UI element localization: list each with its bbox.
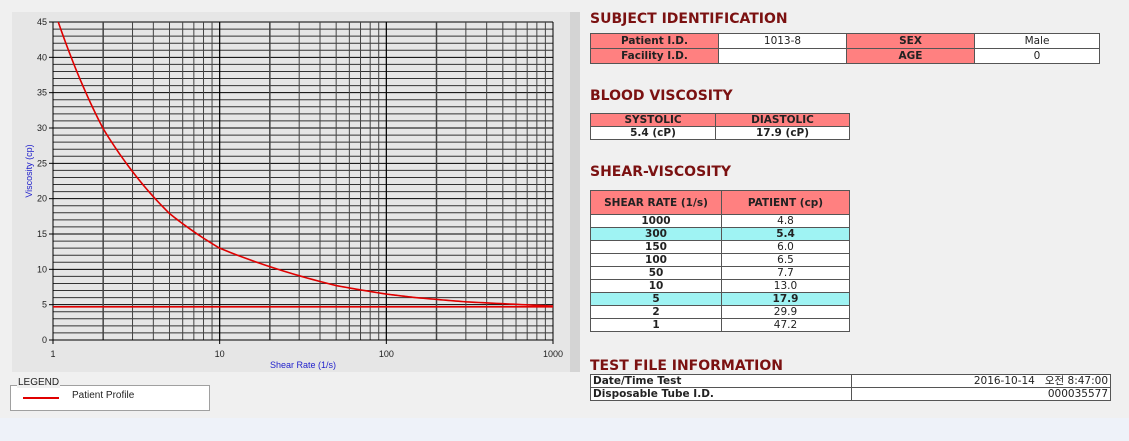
patient-profile-line xyxy=(57,22,553,307)
patient-id-label: Patient I.D. xyxy=(590,33,719,49)
systolic-label: SYSTOLIC xyxy=(590,113,716,127)
subject-table: Patient I.D. 1013-8 SEX Male Facility I.… xyxy=(590,33,1100,64)
blood-viscosity-title: BLOOD VISCOSITY xyxy=(590,88,733,104)
y-tick-label: 45 xyxy=(37,17,47,27)
systolic-value: 5.4 (cP) xyxy=(590,126,716,140)
shear-rate-cell: 150 xyxy=(590,240,722,254)
viscosity-chart: 0 5 10 15 20 25 30 35 40 45 1 10 100 1000 Shear Rate (… xyxy=(24,17,563,370)
shear-rate-cell: 10 xyxy=(590,279,722,293)
shear-row: 1 47.2 xyxy=(590,318,850,332)
shear-row: 150 6.0 xyxy=(590,240,850,254)
legend-item-patient-profile: Patient Profile xyxy=(72,390,135,401)
x-tick-label: 100 xyxy=(379,349,394,359)
shear-rate-cell: 1000 xyxy=(590,214,722,228)
shear-viscosity-table: SHEAR RATE (1/s) PATIENT (cp) 1000 4.8 300… xyxy=(590,190,850,332)
legend: LEGEND Patient Profile xyxy=(10,377,210,411)
shear-rate-cell: 2 xyxy=(590,305,722,319)
y-tick-label: 40 xyxy=(37,52,47,62)
diastolic-label: DIASTOLIC xyxy=(715,113,850,127)
y-tick-label: 5 xyxy=(42,300,47,310)
patient-header: PATIENT (cp) xyxy=(721,190,850,215)
viscosity-chart-panel: 0 5 10 15 20 25 30 35 40 45 1 10 100 1000 Shear Rate (… xyxy=(12,12,580,372)
shear-row: 2 29.9 xyxy=(590,305,850,319)
facility-id-label: Facility I.D. xyxy=(590,48,719,64)
y-tick-label: 20 xyxy=(37,194,47,204)
y-tick-label: 35 xyxy=(37,88,47,98)
tube-id-label: Disposable Tube I.D. xyxy=(590,387,852,401)
diastolic-value: 17.9 (cP) xyxy=(715,126,850,140)
x-tick-label: 1 xyxy=(50,349,55,359)
patient-value-cell: 29.9 xyxy=(721,305,850,319)
sex-value: Male xyxy=(974,33,1100,49)
legend-swatch xyxy=(23,397,59,399)
patient-value-cell: 13.0 xyxy=(721,279,850,293)
y-tick-label: 10 xyxy=(37,264,47,274)
patient-value-cell: 47.2 xyxy=(721,318,850,332)
shear-viscosity-title: SHEAR-VISCOSITY xyxy=(590,164,732,180)
x-tick-label: 1000 xyxy=(543,349,563,359)
y-tick-label: 15 xyxy=(37,229,47,239)
bottom-strip xyxy=(0,418,1129,441)
shear-row: 300 5.4 xyxy=(590,227,850,241)
shear-row: 10 13.0 xyxy=(590,279,850,293)
patient-value-cell: 6.0 xyxy=(721,240,850,254)
shear-rate-cell: 1 xyxy=(590,318,722,332)
y-tick-label: 25 xyxy=(37,158,47,168)
shear-rate-cell: 100 xyxy=(590,253,722,267)
y-tick-label: 0 xyxy=(42,335,47,345)
patient-value-cell: 5.4 xyxy=(721,227,850,241)
age-label: AGE xyxy=(846,48,975,64)
legend-title: LEGEND xyxy=(17,377,61,388)
y-axis-label: Viscosity (cp) xyxy=(24,144,34,197)
patient-value-cell: 17.9 xyxy=(721,292,850,306)
age-value: 0 xyxy=(974,48,1100,64)
patient-value-cell: 6.5 xyxy=(721,253,850,267)
x-axis-label: Shear Rate (1/s) xyxy=(270,360,336,370)
patient-value-cell: 7.7 xyxy=(721,266,850,280)
test-file-title: TEST FILE INFORMATION xyxy=(590,358,783,374)
patient-value-cell: 4.8 xyxy=(721,214,850,228)
shear-row: 50 7.7 xyxy=(590,266,850,280)
tube-id-value: 000035577 xyxy=(851,387,1111,401)
x-tick-label: 10 xyxy=(215,349,225,359)
shear-row: 100 6.5 xyxy=(590,253,850,267)
subject-title: SUBJECT IDENTIFICATION xyxy=(590,11,788,27)
sex-label: SEX xyxy=(846,33,975,49)
shear-rate-header: SHEAR RATE (1/s) xyxy=(590,190,722,215)
shear-rate-cell: 50 xyxy=(590,266,722,280)
shear-row: 1000 4.8 xyxy=(590,214,850,228)
shear-row: 5 17.9 xyxy=(590,292,850,306)
shear-rate-cell: 300 xyxy=(590,227,722,241)
facility-id-value xyxy=(718,48,847,64)
date-time-label: Date/Time Test xyxy=(590,374,852,388)
shear-rate-cell: 5 xyxy=(590,292,722,306)
y-tick-label: 30 xyxy=(37,123,47,133)
test-file-table: Date/Time Test 2016-10-14 오전 8:47:00 Dis… xyxy=(590,374,1111,401)
patient-id-value: 1013-8 xyxy=(718,33,847,49)
date-time-value: 2016-10-14 오전 8:47:00 xyxy=(851,374,1111,388)
blood-viscosity-table: SYSTOLIC DIASTOLIC 5.4 (cP) 17.9 (cP) xyxy=(590,113,850,140)
